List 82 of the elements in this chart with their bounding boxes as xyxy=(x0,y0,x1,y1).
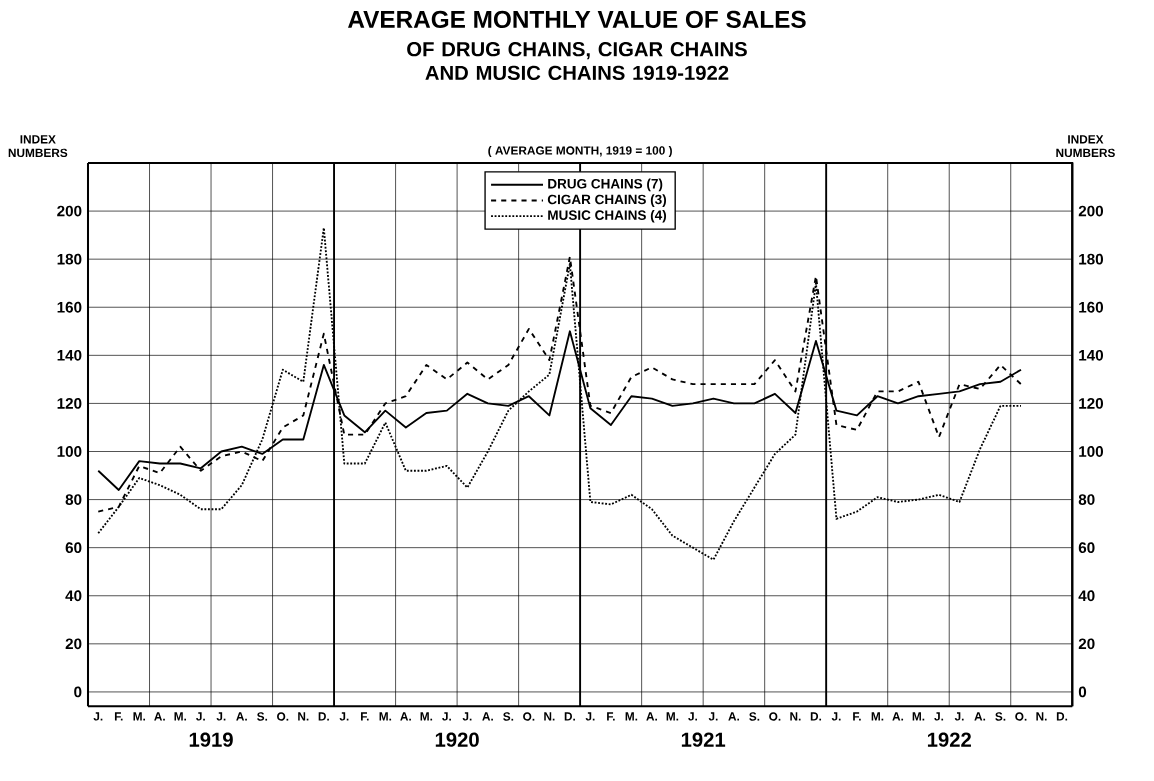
x-tick-label: A. xyxy=(236,712,247,721)
y2-tick-label: 200 xyxy=(1078,205,1103,217)
y-tick-label: 120 xyxy=(57,398,82,409)
x-tick-label: J. xyxy=(339,712,349,721)
x-tick-label: O. xyxy=(523,712,535,721)
text: 1921 xyxy=(681,732,726,747)
y-tick-label: 160 xyxy=(57,301,82,313)
x-tick-label: J. xyxy=(442,712,451,721)
x-tick-label: O. xyxy=(277,712,289,721)
x-tick-label: M. xyxy=(871,712,884,721)
y-tick-label: 40 xyxy=(65,590,82,602)
y2-tick-label: 180 xyxy=(1079,253,1103,265)
x-tick-label: J. xyxy=(216,712,226,721)
x-tick-label: S. xyxy=(749,712,760,721)
chart-title: AVERAGE MONTHLY VALUE OF SALES xyxy=(347,10,806,29)
x-tick-label: D. xyxy=(564,712,575,721)
x-tick-label: S. xyxy=(503,712,514,721)
y2-tick-label: 140 xyxy=(1079,350,1103,361)
x-tick-label: A. xyxy=(400,712,411,721)
legend-label: DRUG CHAINS (7) xyxy=(548,178,663,192)
chart-subtitle: OF DRUG CHAINS, CIGAR CHAINS AND MUSIC CHAINS 1919-1922 xyxy=(407,42,747,81)
x-tick-label: D. xyxy=(1056,712,1068,721)
y2-tick-label: 40 xyxy=(1078,590,1095,602)
y2-axis-title: INDEX NUMBERS xyxy=(1056,135,1115,158)
y2-tick-label: 120 xyxy=(1079,398,1103,409)
x-tick-label: M. xyxy=(420,712,433,721)
y2-tick-label: 100 xyxy=(1079,446,1103,457)
x-tick-label: M. xyxy=(133,712,146,721)
y-tick-label: 200 xyxy=(57,205,82,217)
x-tick-label: J. xyxy=(196,712,205,721)
y2-tick-label: 0 xyxy=(1078,686,1087,698)
x-tick-label: J. xyxy=(934,712,944,721)
y-tick-label: 140 xyxy=(57,350,82,361)
x-tick-label: N. xyxy=(1036,712,1047,721)
y-tick-label: 180 xyxy=(57,253,82,265)
x-tick-label: F. xyxy=(607,712,615,721)
x-tick-label: S. xyxy=(257,712,268,721)
x-tick-label: A. xyxy=(974,712,986,721)
legend-label: CIGAR CHAINS (3) xyxy=(547,194,667,207)
x-tick-label: J. xyxy=(462,712,472,721)
y2-tick-label: 80 xyxy=(1078,494,1095,506)
x-tick-label: J. xyxy=(585,712,595,721)
x-tick-label: O. xyxy=(769,712,781,721)
x-tick-label: M. xyxy=(174,712,187,721)
x-tick-label: J. xyxy=(954,712,964,721)
x-tick-label: A. xyxy=(154,712,165,721)
x-tick-label: N. xyxy=(790,712,801,721)
y2-tick-label: 20 xyxy=(1078,638,1095,650)
x-tick-label: J. xyxy=(93,712,103,721)
x-tick-label: N. xyxy=(544,712,555,721)
x-tick-label: M. xyxy=(625,712,638,721)
x-tick-label: D. xyxy=(318,712,329,721)
x-tick-label: F. xyxy=(361,712,369,721)
x-tick-label: M. xyxy=(379,712,392,721)
x-tick-label: M. xyxy=(666,712,679,721)
y-tick-label: 80 xyxy=(65,494,82,506)
y-tick-label: 0 xyxy=(74,686,82,698)
text: 1922 xyxy=(927,732,971,747)
legend-label: MUSIC CHAINS (4) xyxy=(548,210,667,223)
text: 1919 xyxy=(189,732,233,747)
x-tick-label: A. xyxy=(892,712,904,721)
x-tick-label: J. xyxy=(831,712,841,721)
x-tick-label: A. xyxy=(482,712,493,721)
x-tick-label: M. xyxy=(912,712,925,721)
y2-tick-label: 160 xyxy=(1079,301,1103,313)
y-tick-label: 100 xyxy=(57,446,82,457)
y-tick-label: 60 xyxy=(65,542,82,554)
text: ( AVERAGE MONTH, 1919 = 100 ) xyxy=(488,146,672,158)
x-tick-label: S. xyxy=(995,712,1006,721)
x-tick-label: A. xyxy=(646,712,657,721)
y-axis-title: INDEX NUMBERS xyxy=(8,135,68,158)
x-tick-label: A. xyxy=(728,712,740,721)
x-tick-label: J. xyxy=(688,712,698,721)
x-tick-label: F. xyxy=(114,712,123,721)
x-tick-label: O. xyxy=(1015,712,1027,721)
y2-tick-label: 60 xyxy=(1078,542,1095,554)
x-tick-label: D. xyxy=(810,712,822,721)
y-tick-label: 20 xyxy=(65,638,82,650)
text: 1920 xyxy=(435,732,479,747)
x-tick-label: J. xyxy=(708,712,718,721)
x-tick-label: N. xyxy=(298,712,309,721)
x-tick-label: F. xyxy=(853,712,861,721)
